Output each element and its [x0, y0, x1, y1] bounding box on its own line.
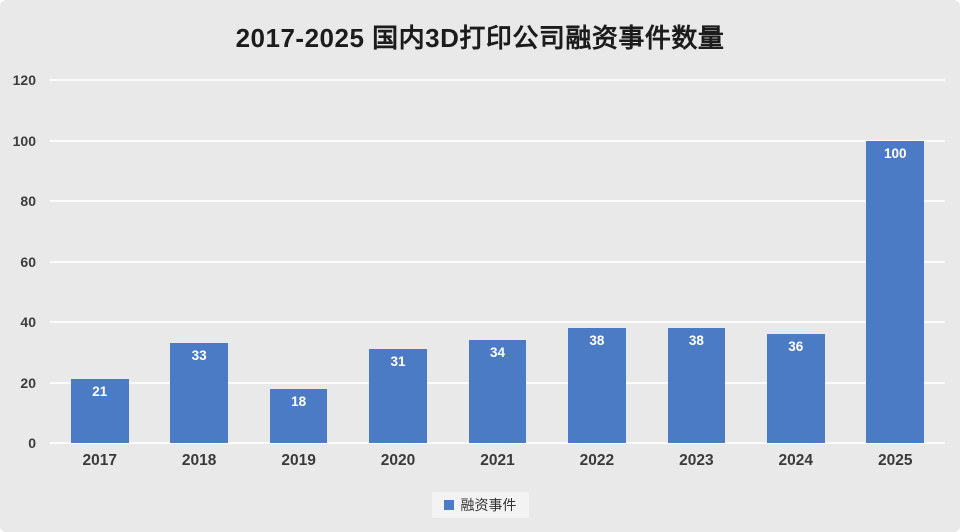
bar-value-label: 36 — [788, 339, 804, 355]
bar-value-label: 18 — [291, 393, 307, 409]
bar-slot: 38 — [547, 80, 646, 443]
x-axis-label-2021: 2021 — [480, 452, 515, 469]
x-axis-label-2020: 2020 — [380, 452, 416, 469]
bar-2020: 31 — [369, 349, 427, 443]
y-tick-label: 40 — [20, 314, 36, 330]
bars: 21 33 18 31 34 38 38 36 100 — [50, 80, 945, 443]
bar-2025: 100 — [866, 140, 925, 443]
gridline — [50, 442, 945, 444]
bar-value-label: 34 — [489, 345, 505, 361]
y-tick-label: 20 — [20, 374, 36, 391]
bar-2023: 38 — [667, 328, 726, 443]
chart-title: 2017-2025 国内3D打印公司融资事件数量 — [235, 23, 725, 53]
bar-2024: 36 — [766, 334, 825, 443]
bar-slot: 34 — [448, 80, 547, 443]
bar-slot: 36 — [746, 80, 845, 443]
gridline — [50, 260, 945, 263]
gridline — [50, 321, 945, 323]
x-axis-label-2017: 2017 — [82, 452, 117, 469]
y-axis: 0 20 40 60 80 100 120 — [0, 72, 42, 451]
bar-2022: 38 — [568, 328, 626, 443]
x-axis-label-2022: 2022 — [579, 452, 615, 469]
bar-2021: 34 — [468, 340, 527, 443]
y-tick-label: 80 — [20, 193, 36, 209]
bar-value-label: 21 — [92, 384, 108, 400]
x-axis-label-2023: 2023 — [679, 452, 714, 469]
gridline — [50, 200, 945, 202]
x-axis-label-2018: 2018 — [181, 452, 217, 469]
y-tick-label: 120 — [12, 72, 36, 88]
legend-box: 融资事件 — [431, 492, 529, 518]
x-axis: 2017 2018 2019 2020 2021 2022 2023 2024 2025 — [50, 452, 945, 470]
bar-slot: 31 — [348, 80, 447, 443]
bar-value-label: 38 — [589, 333, 605, 349]
legend-swatch-icon — [443, 500, 454, 510]
bar-value-label: 31 — [390, 354, 406, 370]
bar-slot: 33 — [149, 80, 248, 443]
bar-value-label: 38 — [688, 333, 704, 349]
bar-value-label: 33 — [191, 348, 207, 364]
legend: 融资事件 — [0, 492, 960, 518]
legend-label: 融资事件 — [460, 497, 517, 513]
bar-slot: 18 — [249, 80, 348, 443]
y-tick-label: 60 — [20, 253, 36, 270]
bar-slot: 38 — [647, 80, 746, 443]
plot-area: 21 33 18 31 34 38 38 36 100 — [50, 79, 945, 444]
bar-slot: 100 — [846, 80, 945, 443]
y-tick-label: 0 — [28, 435, 36, 451]
y-tick-label: 100 — [12, 132, 36, 149]
x-axis-label-2024: 2024 — [778, 452, 814, 469]
x-axis-label-2025: 2025 — [877, 452, 913, 469]
bar-2019: 18 — [269, 388, 328, 443]
bar-slot: 21 — [50, 80, 149, 443]
gridline — [50, 139, 945, 142]
bar-value-label: 100 — [883, 145, 907, 161]
bar-2017: 21 — [70, 379, 129, 443]
bar-2018: 33 — [170, 343, 228, 443]
gridline — [50, 79, 945, 81]
x-axis-label-2019: 2019 — [281, 452, 316, 469]
